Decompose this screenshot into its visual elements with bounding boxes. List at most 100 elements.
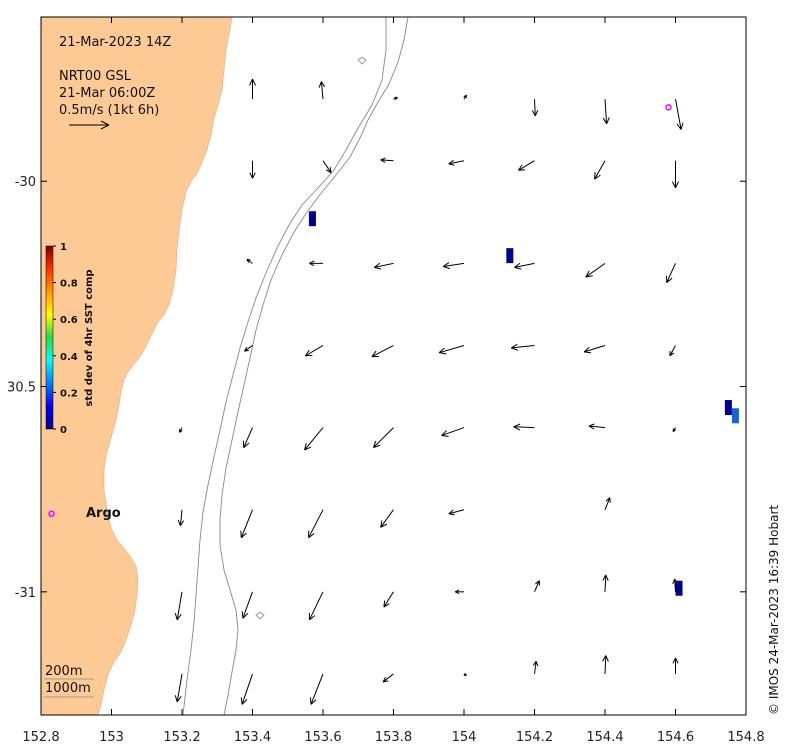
current-arrow-head (518, 164, 523, 171)
current-arrow-head (304, 443, 307, 451)
x-tick-label: 152.8 (22, 730, 59, 745)
current-arrow (594, 160, 606, 180)
current-arrow (380, 509, 394, 528)
current-arrow-head (383, 603, 390, 608)
current-arrow (672, 427, 677, 433)
current-arrow-head (464, 672, 467, 676)
isobath-200-label: 200m (45, 664, 82, 679)
current-arrow-head (454, 591, 460, 595)
current-arrow (588, 423, 606, 430)
current-arrow (373, 427, 394, 449)
current-arrow-head (514, 266, 522, 270)
current-arrow (669, 345, 676, 357)
current-arrow-head (310, 699, 317, 705)
current-arrow-head (373, 440, 377, 448)
current-arrow-head (532, 660, 537, 666)
current-arrow (604, 497, 611, 510)
current-arrow-head (583, 346, 590, 353)
current-arrow-head (531, 110, 536, 117)
current-arrow-head (666, 277, 673, 283)
current-arrow-shaft (669, 345, 676, 357)
current-arrow-head (585, 270, 590, 278)
current-arrow (308, 509, 324, 539)
current-arrow (383, 591, 394, 608)
current-arrow (454, 589, 464, 595)
current-arrow-shaft (383, 591, 394, 608)
current-arrow (602, 655, 609, 674)
current-arrow-head (443, 266, 451, 270)
current-arrow-head (448, 509, 454, 515)
current-arrow-head (176, 613, 182, 621)
current-arrow (531, 99, 539, 117)
x-tick-label: 153.8 (375, 730, 412, 745)
current-arrow-shaft (448, 160, 465, 165)
y-tick-label: 30.5 (7, 381, 36, 396)
current-arrow-head (304, 349, 310, 357)
colorbar-tick-label: 0.2 (60, 388, 78, 399)
scale-arrow (69, 120, 110, 130)
current-arrow-head (513, 426, 521, 431)
current-arrow-head (606, 117, 610, 125)
sst-pixel (506, 248, 514, 264)
current-arrow (318, 81, 326, 100)
current-arrow (240, 509, 253, 539)
current-arrow (242, 427, 253, 448)
current-arrow-shaft (518, 160, 535, 171)
current-arrow-shaft (441, 427, 465, 437)
isobath-1000m (182, 17, 387, 715)
current-arrow-shaft (448, 509, 465, 515)
colorbar-title: std dev of 4hr SST comp (84, 269, 95, 406)
current-arrow-head (240, 532, 247, 539)
current-arrow-head (441, 435, 449, 437)
sst-pixel (731, 408, 739, 424)
current-arrow (672, 578, 678, 592)
current-arrow-head (672, 429, 677, 433)
current-arrow (602, 574, 609, 592)
x-tick-label: 154.4 (586, 730, 623, 745)
current-arrow-head (179, 429, 183, 433)
current-arrow-head (675, 657, 679, 664)
isobath-200m (219, 17, 409, 715)
current-arrow-layer (174, 78, 684, 705)
current-arrow-head (513, 423, 521, 428)
current-arrow-head (252, 172, 256, 179)
current-arrow-shaft (604, 574, 607, 592)
current-arrow-shaft (374, 262, 394, 268)
current-arrow-head (448, 513, 455, 516)
current-arrow-shaft (380, 159, 394, 162)
current-arrow (241, 591, 253, 619)
current-arrow (534, 580, 541, 593)
current-arrow-shaft (305, 345, 324, 357)
current-arrow (179, 427, 183, 433)
current-arrow (672, 160, 679, 189)
argo-float-layer (48, 104, 672, 518)
current-arrow (585, 262, 606, 278)
current-arrow (249, 160, 256, 179)
current-arrow-shaft (534, 99, 536, 116)
current-arrow-shaft (382, 673, 394, 683)
current-arrow (514, 262, 535, 270)
current-arrow-head (448, 163, 455, 166)
current-arrow-head (249, 78, 253, 86)
current-arrow (246, 258, 253, 264)
current-arrow-head (602, 574, 607, 581)
current-arrow-head (177, 519, 181, 526)
x-tick-label: 154 (452, 730, 477, 745)
current-arrow-shaft (511, 344, 535, 349)
current-arrow-head (308, 533, 315, 539)
current-arrow-shaft (604, 99, 608, 124)
current-arrow-head (584, 351, 592, 354)
current-arrow (393, 96, 398, 101)
current-arrow-head (669, 352, 675, 357)
current-arrow-head (672, 657, 676, 664)
current-arrow-head (380, 157, 386, 161)
x-tick-label: 154.6 (657, 730, 694, 745)
current-arrow-head (241, 699, 248, 705)
current-arrow-head (246, 259, 250, 263)
current-arrow-head (674, 578, 678, 584)
y-tick-label: -31 (15, 586, 36, 601)
current-arrow-head (454, 589, 460, 593)
x-tick-label: 153.6 (304, 730, 341, 745)
current-arrow-head (383, 600, 386, 608)
current-arrow-head (441, 430, 447, 436)
